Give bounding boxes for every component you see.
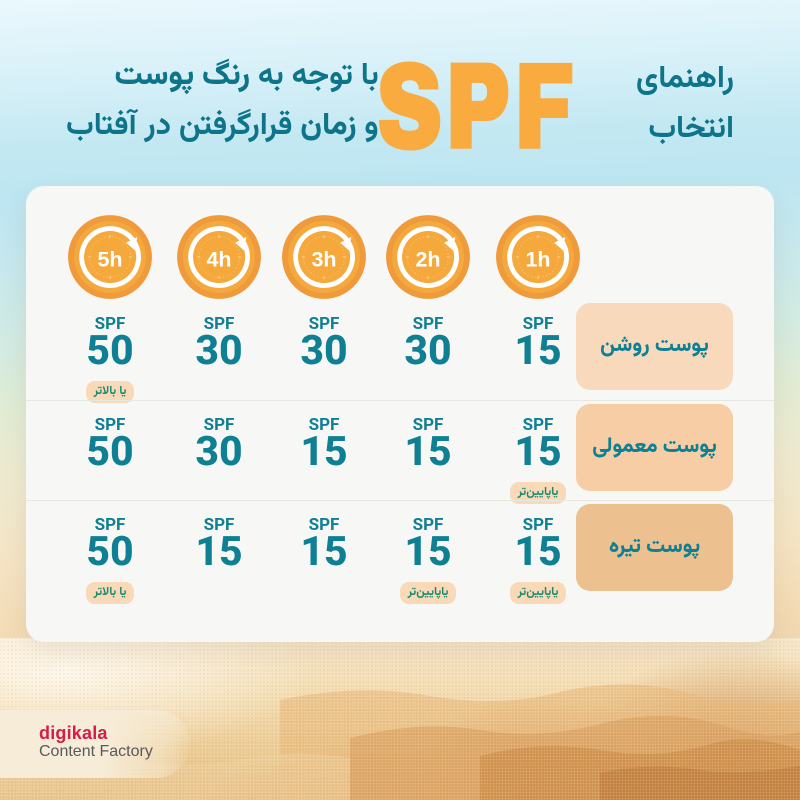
svg-text:4h: 4h <box>206 248 231 272</box>
svg-text:3h: 3h <box>311 248 336 272</box>
svg-text:2h: 2h <box>415 248 440 272</box>
svg-text:1h: 1h <box>525 248 550 272</box>
svg-text:5h: 5h <box>97 248 122 272</box>
